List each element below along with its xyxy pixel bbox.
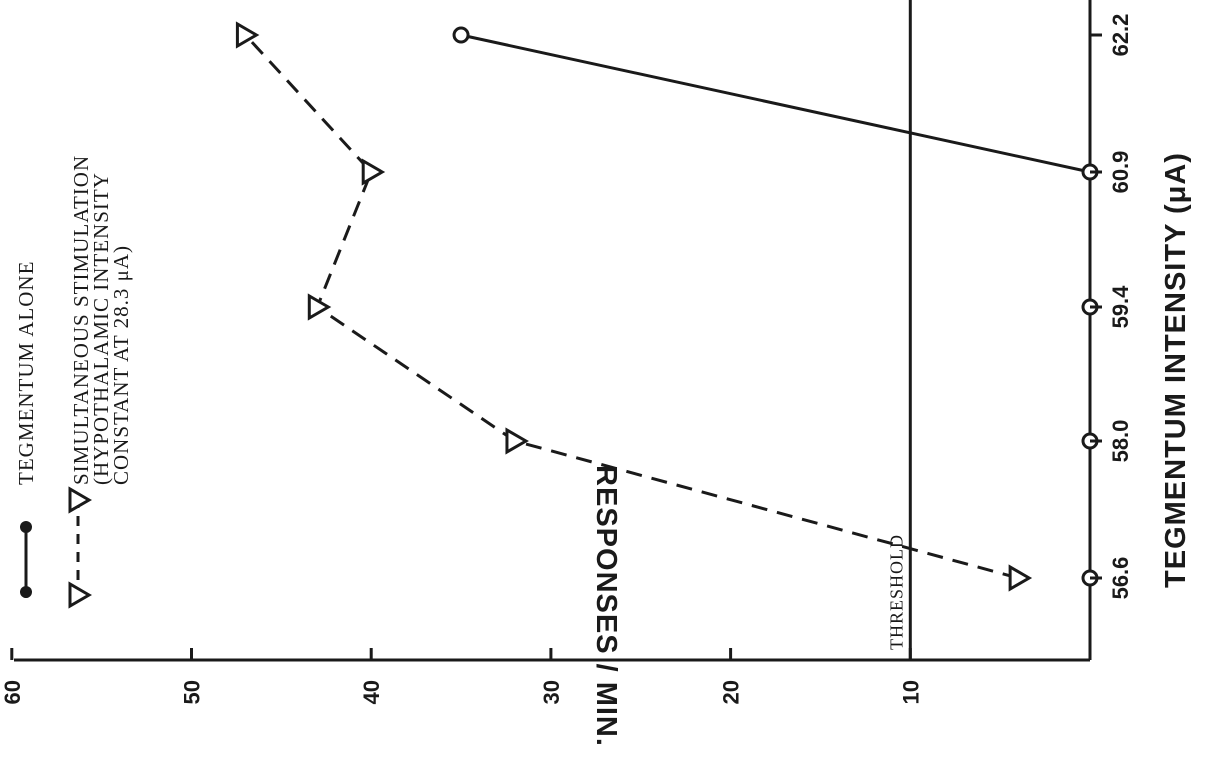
category-axis-title: TEGMENTUM INTENSITY (μA) xyxy=(1160,152,1192,588)
triangle-marker xyxy=(307,293,332,321)
series-simultaneous-stimulation xyxy=(235,21,1033,592)
legend-label-tegmentum-alone: TEGMENTUM ALONE xyxy=(14,261,38,485)
value-tick-label: 50 xyxy=(180,680,205,704)
category-tick-label: 60.9 xyxy=(1108,151,1133,194)
legend-item-tegmentum-alone: TEGMENTUM ALONE xyxy=(14,261,38,598)
legend-label-line: (HYPOTHALAMIC INTENSITY xyxy=(89,172,113,485)
category-tick-label: 56.6 xyxy=(1108,557,1133,600)
series-line xyxy=(460,33,1091,174)
ticks: 60 50 40 30 20 10 56.6 58.0 59.4 60.9 62.2 RESPONSE… xyxy=(0,14,1192,747)
legend-item-simultaneous-stimulation: SIMULTANEOUS STIMULATION(HYPOTHALAMIC IN… xyxy=(68,155,133,609)
category-tick-label: 58.0 xyxy=(1108,420,1133,463)
triangle-marker xyxy=(235,21,260,49)
triangle-marker xyxy=(68,581,92,609)
triangle-marker xyxy=(68,486,92,514)
axes xyxy=(14,0,1092,662)
legend-circle-marker xyxy=(20,521,32,533)
legend-label-line: CONSTANT AT 28.3 μA) xyxy=(109,245,133,485)
value-axis-title: RESPONSES / MIN. xyxy=(590,465,622,747)
series-tegmentum-alone xyxy=(452,26,1099,587)
category-tick-label: 59.4 xyxy=(1108,285,1133,329)
value-tick-label: 10 xyxy=(898,680,923,704)
triangle-marker xyxy=(505,427,529,455)
triangle-marker xyxy=(1008,564,1033,592)
legend-circle-marker xyxy=(20,586,32,598)
triangle-marker xyxy=(361,158,386,186)
category-tick-label: 62.2 xyxy=(1108,14,1133,57)
circle-marker xyxy=(452,26,470,44)
series-layer xyxy=(235,21,1099,592)
value-tick-label: 60 xyxy=(0,680,25,704)
value-tick-label: 30 xyxy=(539,680,564,704)
threshold: THRESHOLD xyxy=(886,0,912,660)
legend: TEGMENTUM ALONE SIMULTANEOUS STIMULATION(… xyxy=(14,155,133,609)
legend-label-line: SIMULTANEOUS STIMULATION xyxy=(69,155,93,485)
value-tick-label: 40 xyxy=(359,680,384,704)
series-line xyxy=(244,33,1019,580)
value-tick-label: 20 xyxy=(719,680,744,704)
threshold-label: THRESHOLD xyxy=(886,534,906,650)
